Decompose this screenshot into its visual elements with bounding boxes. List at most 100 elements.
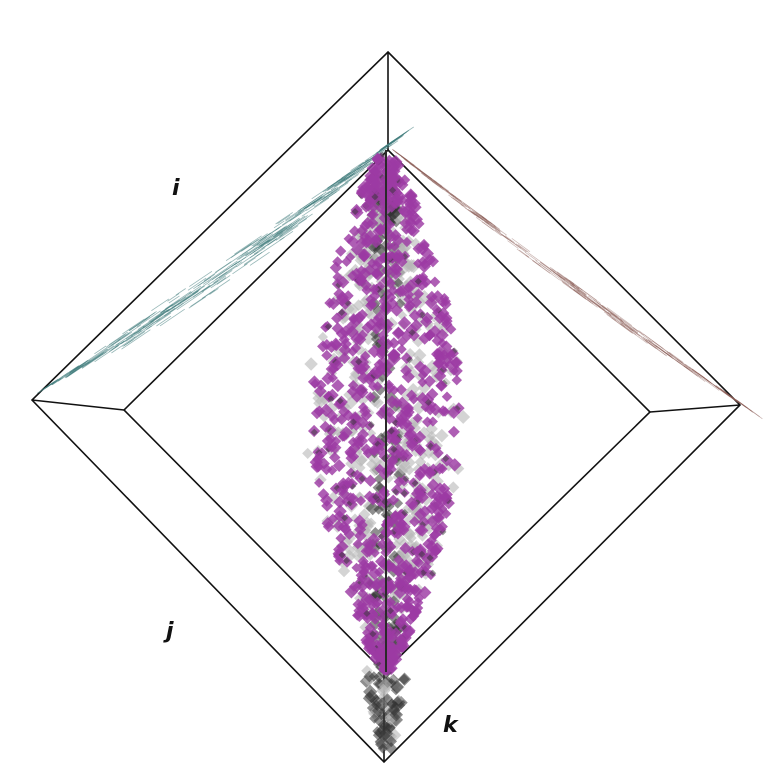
cloud-dark-point [406, 356, 414, 364]
wall-left-mark [189, 270, 213, 287]
wall-right-mark [439, 185, 463, 203]
shadow-point [389, 679, 404, 694]
wall-left-mark [197, 276, 212, 287]
wall-left-mark [64, 360, 89, 377]
wall-left-mark [159, 308, 185, 327]
cloud-point [395, 383, 407, 396]
cloud-point [433, 462, 446, 475]
shadow-point [385, 735, 398, 748]
cloud-dark-point [355, 358, 363, 366]
wall-right-mark [524, 251, 538, 262]
shadow-point [302, 447, 314, 460]
wall-right-mark [715, 385, 741, 404]
wall-right-mark [439, 185, 457, 198]
wall-right-mark [700, 375, 712, 383]
wall-left-mark [181, 285, 211, 305]
wall-left-mark [275, 223, 292, 235]
wall-right-mark [688, 366, 710, 382]
cloud-point [361, 284, 372, 296]
wall-right-mark [714, 385, 739, 403]
cloud-point [370, 166, 381, 177]
wall-left-mark [110, 332, 130, 346]
wall-left-mark [214, 261, 232, 273]
cloud-point [423, 375, 436, 388]
wall-right-mark [395, 151, 407, 160]
wall-right-mark [732, 397, 752, 412]
wall-left-mark [121, 329, 151, 350]
shadow-point [375, 697, 390, 712]
cloud-point [346, 385, 359, 398]
wall-right-mark [642, 336, 658, 348]
cloud-point [345, 252, 356, 263]
wall-left-mark [114, 340, 125, 348]
wall-right-mark [609, 314, 626, 327]
main-point-cloud [307, 151, 465, 677]
cloud-point [377, 612, 388, 623]
wall-right-mark [467, 209, 481, 219]
cloud-point [406, 207, 417, 218]
wall-left-mark [359, 155, 375, 167]
wall-right-mark [392, 149, 421, 171]
wall-left-mark [120, 335, 134, 345]
cloud-dark-point [349, 418, 357, 426]
cloud-point [343, 233, 355, 245]
wall-left-mark [297, 213, 313, 224]
wall-right-mark [591, 300, 610, 314]
wall-right-mark [403, 158, 426, 175]
wall-left-mark [379, 129, 410, 151]
wall-right-mark [469, 209, 490, 225]
cloud-point [395, 635, 407, 647]
cloud-point [321, 349, 333, 361]
wall-right-mark [431, 181, 444, 191]
cloud-dark-point [387, 427, 395, 435]
shadow-point [379, 726, 393, 741]
cloud-dark-point [341, 514, 349, 522]
wall-right-mark [684, 363, 700, 375]
cloud-point [399, 174, 411, 186]
wall-right-mark [723, 391, 736, 401]
wall-right-mark [640, 337, 667, 356]
wall-left-mark [240, 243, 259, 257]
wall-right-mark [418, 169, 441, 186]
shadow-point [313, 397, 326, 410]
cloud-dark-point [351, 208, 359, 216]
wall-right-mark [552, 273, 570, 286]
wall-right-mark [392, 149, 416, 167]
wall-left-mark [142, 313, 164, 329]
wall-right-mark [658, 347, 681, 364]
wall-right-mark [582, 296, 594, 305]
cloud-point [335, 245, 347, 257]
wall-right-mark [540, 262, 566, 281]
wall-right-mark [400, 156, 419, 170]
cloud-dark-point [429, 569, 437, 577]
wall-left-mark [306, 204, 316, 211]
wall-right-mark [495, 229, 522, 249]
cloud-point [439, 298, 452, 311]
cloud-point [439, 406, 451, 417]
wall-left-mark [165, 291, 192, 310]
wall-left-mark [322, 182, 349, 201]
wall-right-mark [472, 211, 501, 232]
wall-right-mark [735, 399, 753, 412]
cloud-point [371, 152, 384, 165]
cloud-point [417, 259, 431, 273]
wall-left-mark [148, 311, 163, 322]
wall-right-mark [517, 244, 530, 253]
wall-left-mark [243, 251, 263, 265]
wall-left-mark [85, 348, 109, 365]
wall-right-mark [572, 289, 598, 308]
cloud-point [310, 407, 324, 420]
cloud-point [342, 476, 355, 489]
wall-right-mark [471, 210, 489, 224]
cloud-point [386, 297, 399, 310]
shadow-point [398, 673, 410, 685]
cloud-point [429, 276, 441, 288]
shadow-point [365, 517, 377, 529]
wall-left-mark [36, 378, 59, 394]
wall-right-mark [624, 324, 648, 342]
cloud-point [365, 299, 377, 312]
cloud-point [376, 345, 388, 357]
cloud-point [402, 600, 413, 612]
wall-left-mark [330, 173, 355, 191]
shadow-point [346, 303, 359, 316]
